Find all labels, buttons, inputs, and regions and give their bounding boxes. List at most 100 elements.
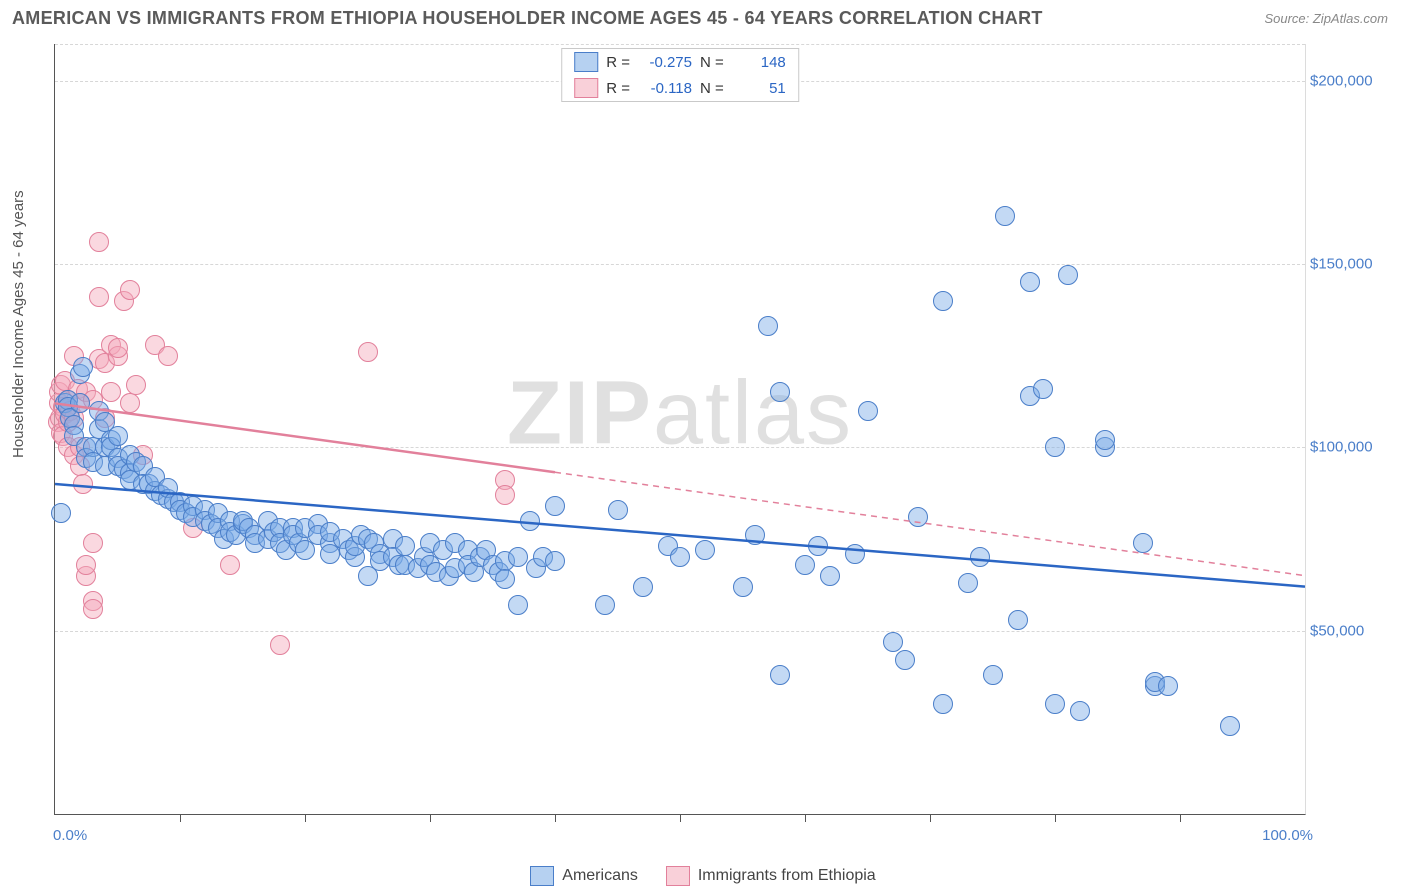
data-point <box>83 533 103 553</box>
data-point <box>808 536 828 556</box>
chart-title: AMERICAN VS IMMIGRANTS FROM ETHIOPIA HOU… <box>12 8 1043 29</box>
data-point <box>545 551 565 571</box>
data-point <box>933 291 953 311</box>
data-point <box>358 342 378 362</box>
data-point <box>908 507 928 527</box>
y-tick-label: $200,000 <box>1310 72 1395 89</box>
n-label: N = <box>700 80 724 97</box>
data-point <box>73 357 93 377</box>
data-point <box>395 536 415 556</box>
watermark: ZIPatlas <box>507 362 853 465</box>
data-point <box>858 401 878 421</box>
r-value-b: -0.118 <box>638 80 692 97</box>
n-value-a: 148 <box>732 54 786 71</box>
data-point <box>1070 701 1090 721</box>
data-point <box>845 544 865 564</box>
legend-label-ethiopia: Immigrants from Ethiopia <box>698 867 876 885</box>
data-point <box>120 280 140 300</box>
data-point <box>520 511 540 531</box>
data-point <box>73 474 93 494</box>
n-label: N = <box>700 54 724 71</box>
data-point <box>89 232 109 252</box>
stats-legend: R = -0.275 N = 148 R = -0.118 N = 51 <box>561 48 799 102</box>
data-point <box>695 540 715 560</box>
x-tick <box>930 814 931 822</box>
data-point <box>758 316 778 336</box>
data-point <box>101 382 121 402</box>
swatch-ethiopia-icon <box>574 78 598 98</box>
series-legend: Americans Immigrants from Ethiopia <box>0 866 1406 886</box>
data-point <box>220 555 240 575</box>
x-tick-label: 0.0% <box>53 827 87 844</box>
r-label: R = <box>606 80 630 97</box>
swatch-americans-icon <box>574 52 598 72</box>
data-point <box>770 665 790 685</box>
x-tick <box>680 814 681 822</box>
data-point <box>958 573 978 593</box>
data-point <box>595 595 615 615</box>
n-value-b: 51 <box>732 80 786 97</box>
r-value-a: -0.275 <box>638 54 692 71</box>
data-point <box>820 566 840 586</box>
x-tick <box>1180 814 1181 822</box>
data-point <box>1045 437 1065 457</box>
data-point <box>1045 694 1065 714</box>
data-point <box>745 525 765 545</box>
data-point <box>120 393 140 413</box>
y-tick-label: $100,000 <box>1310 439 1395 456</box>
chart-area: Householder Income Ages 45 - 64 years ZI… <box>0 38 1406 892</box>
data-point <box>70 393 90 413</box>
y-axis-label: Householder Income Ages 45 - 64 years <box>10 190 27 458</box>
x-tick <box>555 814 556 822</box>
plot-region: ZIPatlas R = -0.275 N = 148 R = -0.118 N… <box>54 44 1306 815</box>
gridline-h <box>55 44 1305 45</box>
swatch-americans-icon <box>530 866 554 886</box>
legend-item-americans: Americans <box>530 866 638 886</box>
stats-row-americans: R = -0.275 N = 148 <box>562 49 798 75</box>
source: Source: ZipAtlas.com <box>1264 10 1388 28</box>
data-point <box>508 595 528 615</box>
gridline-h <box>55 264 1305 265</box>
data-point <box>108 338 128 358</box>
data-point <box>795 555 815 575</box>
y-tick-label: $150,000 <box>1310 256 1395 273</box>
x-tick <box>305 814 306 822</box>
data-point <box>883 632 903 652</box>
data-point <box>733 577 753 597</box>
swatch-ethiopia-icon <box>666 866 690 886</box>
data-point <box>495 569 515 589</box>
data-point <box>1158 676 1178 696</box>
data-point <box>1008 610 1028 630</box>
x-tick-label: 100.0% <box>1262 827 1313 844</box>
data-point <box>545 496 565 516</box>
data-point <box>608 500 628 520</box>
data-point <box>1220 716 1240 736</box>
data-point <box>158 346 178 366</box>
y-tick-label: $50,000 <box>1310 622 1395 639</box>
data-point <box>770 382 790 402</box>
data-point <box>270 635 290 655</box>
stats-row-ethiopia: R = -0.118 N = 51 <box>562 75 798 101</box>
data-point <box>108 426 128 446</box>
data-point <box>89 287 109 307</box>
data-point <box>933 694 953 714</box>
gridline-h <box>55 447 1305 448</box>
x-tick <box>1055 814 1056 822</box>
data-point <box>51 503 71 523</box>
data-point <box>1020 272 1040 292</box>
legend-item-ethiopia: Immigrants from Ethiopia <box>666 866 876 886</box>
data-point <box>1058 265 1078 285</box>
data-point <box>1033 379 1053 399</box>
data-point <box>126 375 146 395</box>
source-name: ZipAtlas.com <box>1313 11 1388 26</box>
data-point <box>895 650 915 670</box>
data-point <box>1133 533 1153 553</box>
data-point <box>995 206 1015 226</box>
x-tick <box>180 814 181 822</box>
data-point <box>495 485 515 505</box>
data-point <box>508 547 528 567</box>
x-tick <box>805 814 806 822</box>
r-label: R = <box>606 54 630 71</box>
data-point <box>76 555 96 575</box>
gridline-h <box>55 631 1305 632</box>
